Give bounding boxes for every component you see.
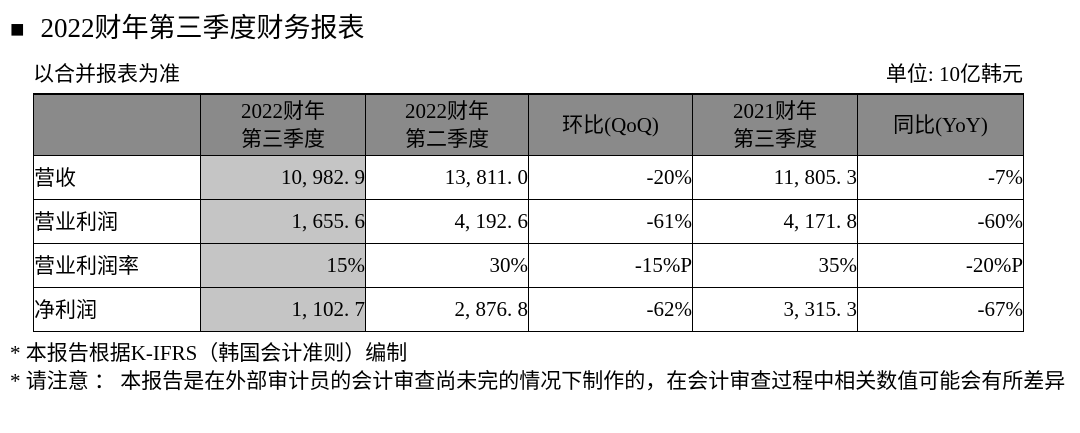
page-title: 2022财年第三季度财务报表 xyxy=(40,13,365,43)
column-header-yoy: 同比(YoY) xyxy=(857,93,1024,156)
cell-fy2022-q2: 2, 876. 8 xyxy=(365,286,529,332)
cell-fy2021-q3: 4, 171. 8 xyxy=(692,198,858,244)
cell-qoq: -61% xyxy=(528,198,693,244)
table-row-net-profit: 净利润 1, 102. 7 2, 876. 8 -62% 3, 315. 3 -… xyxy=(33,286,1024,332)
column-header-qoq: 环比(QoQ) xyxy=(528,93,693,156)
row-label: 净利润 xyxy=(33,286,201,332)
square-bullet-icon: ■ xyxy=(10,16,25,43)
financial-table: 2022财年 第三季度 2022财年 第二季度 环比(QoQ) 2021财年 第三季度… xyxy=(33,92,1024,332)
cell-fy2021-q3: 3, 315. 3 xyxy=(692,286,858,332)
row-label: 营业利润 xyxy=(33,198,201,244)
cell-yoy: -67% xyxy=(857,286,1024,332)
cell-fy2022-q3: 10, 982. 9 xyxy=(200,154,366,200)
table-row-operating-profit: 营业利润 1, 655. 6 4, 192. 6 -61% 4, 171. 8 … xyxy=(33,198,1024,244)
consolidated-basis-note: 以合并报表为准 xyxy=(33,61,180,86)
cell-fy2022-q2: 13, 811. 0 xyxy=(365,154,529,200)
report-page: ■ 2022财年第三季度财务报表 以合并报表为准 单位: 10亿韩元 2022财… xyxy=(10,13,1080,395)
cell-fy2021-q3: 35% xyxy=(692,242,858,288)
cell-qoq: -62% xyxy=(528,286,693,332)
cell-yoy: -7% xyxy=(857,154,1024,200)
unit-label: 单位: 10亿韩元 xyxy=(885,61,1023,86)
table-row-revenue: 营收 10, 982. 9 13, 811. 0 -20% 11, 805. 3… xyxy=(33,154,1024,200)
footnote-audit-notice: * 请注意 ： 本报告是在外部审计员的会计审查尚未完的情况下制作的，在会计审查过… xyxy=(10,368,1066,393)
cell-qoq: -20% xyxy=(528,154,693,200)
cell-qoq: -15%P xyxy=(528,242,693,288)
row-label: 营收 xyxy=(33,154,201,200)
cell-fy2022-q3: 1, 655. 6 xyxy=(200,198,366,244)
footnote-kifrs: * 本报告根据K-IFRS（韩国会计准则）编制 xyxy=(10,340,408,365)
cell-fy2022-q2: 30% xyxy=(365,242,529,288)
cell-fy2022-q3: 15% xyxy=(200,242,366,288)
column-header-fy2021-q3: 2021财年 第三季度 xyxy=(692,93,858,156)
table-row-operating-margin: 营业利润率 15% 30% -15%P 35% -20%P xyxy=(33,242,1024,288)
column-header-fy2022-q3: 2022财年 第三季度 xyxy=(200,93,366,156)
cell-yoy: -20%P xyxy=(857,242,1024,288)
header-row: 2022财年 第三季度 2022财年 第二季度 环比(QoQ) 2021财年 第三季度… xyxy=(33,93,1024,156)
row-label: 营业利润率 xyxy=(33,242,201,288)
table-subheader: 以合并报表为准 单位: 10亿韩元 xyxy=(33,58,1023,88)
report-title-row: ■ 2022财年第三季度财务报表 xyxy=(10,13,1080,44)
cell-fy2022-q2: 4, 192. 6 xyxy=(365,198,529,244)
cell-yoy: -60% xyxy=(857,198,1024,244)
column-header-fy2022-q2: 2022财年 第二季度 xyxy=(365,93,529,156)
footnotes: * 本报告根据K-IFRS（韩国会计准则）编制 * 请注意 ： 本报告是在外部审… xyxy=(10,339,1076,395)
column-header-empty xyxy=(33,93,201,156)
cell-fy2022-q3: 1, 102. 7 xyxy=(200,286,366,332)
cell-fy2021-q3: 11, 805. 3 xyxy=(692,154,858,200)
